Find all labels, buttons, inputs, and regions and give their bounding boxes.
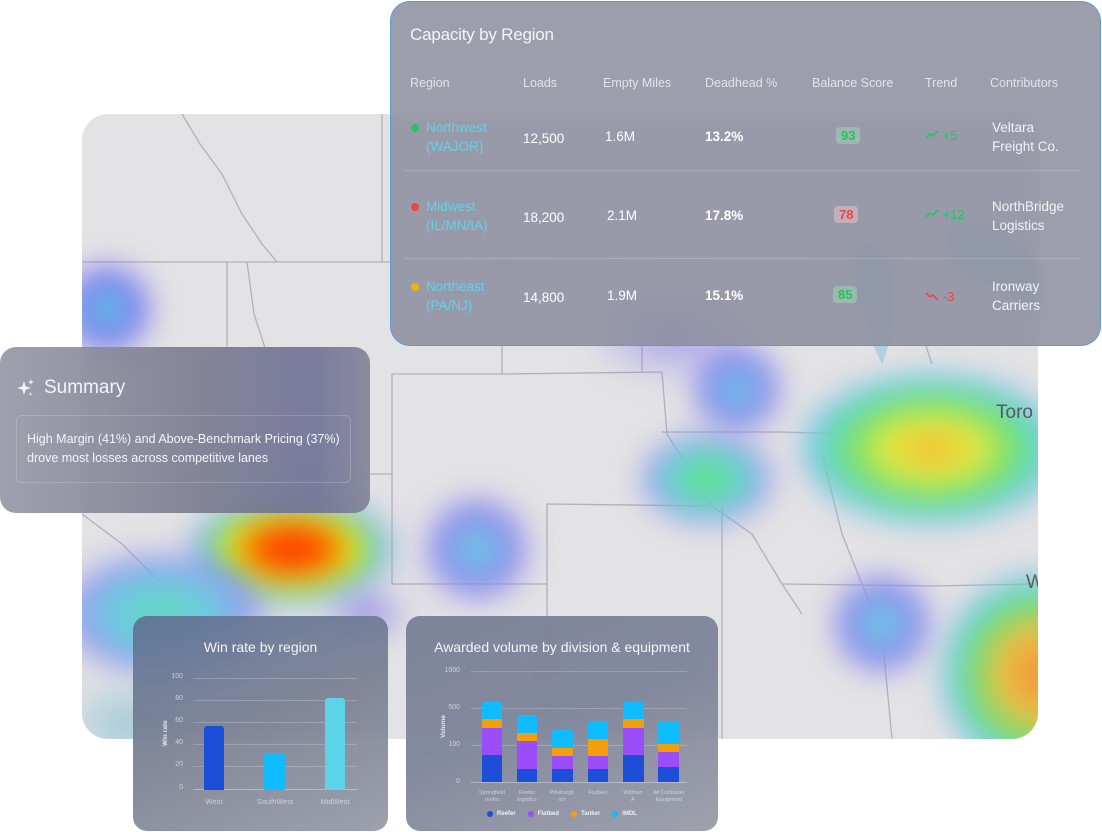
legend-item-tanker[interactable]: Tanker xyxy=(571,811,600,817)
capacity-title: Capacity by Region xyxy=(410,25,554,44)
x-label: Pittsburgh o/o xyxy=(549,790,575,803)
deadhead-value: 17.8% xyxy=(705,208,744,223)
trend-indicator: -3 xyxy=(925,289,954,304)
balance-score-badge: 93 xyxy=(836,127,861,144)
sparkle-icon xyxy=(17,379,34,396)
map-label-washington: W xyxy=(1026,572,1038,593)
deadhead-value: 15.1% xyxy=(705,288,744,303)
win-rate-chart: Win rate by region Win rate 100 80 60 40… xyxy=(133,616,388,831)
y-axis-label: Volume xyxy=(440,715,447,738)
x-label: West xyxy=(205,797,223,806)
col-deadhead[interactable]: Deadhead % xyxy=(705,76,778,90)
balance-score-badge: 78 xyxy=(834,206,859,223)
status-dot xyxy=(411,283,419,291)
x-label: SouthWest xyxy=(256,797,294,806)
contributors-value: Ironway Carriers xyxy=(992,279,1041,313)
trend-up-icon xyxy=(925,130,939,139)
x-label: Flatbed xyxy=(588,790,608,796)
trend-indicator: +5 xyxy=(925,128,957,143)
row-divider xyxy=(405,258,1080,259)
empty-miles-value: 1.9M xyxy=(607,288,638,303)
x-label: IM Container Equipment xyxy=(653,790,685,803)
empty-miles-value: 2.1M xyxy=(607,208,638,223)
x-label: Withran A xyxy=(623,790,643,803)
col-loads[interactable]: Loads xyxy=(523,76,558,90)
trend-indicator: +12 xyxy=(925,207,965,222)
col-trend[interactable]: Trend xyxy=(925,76,958,90)
col-contributors[interactable]: Contributors xyxy=(990,76,1059,90)
col-balance-score[interactable]: Balance Score xyxy=(812,76,894,90)
table-row[interactable]: Northwest (WAJOR) 12,500 1.6M 13.2% 93 +… xyxy=(391,116,1100,196)
contributors-value: Veltara Freight Co. xyxy=(992,120,1059,154)
trend-up-icon xyxy=(925,209,939,218)
empty-miles-value: 1.6M xyxy=(605,129,636,144)
col-region[interactable]: Region xyxy=(410,76,450,90)
col-empty-miles[interactable]: Empty Miles xyxy=(603,76,672,90)
trend-down-icon xyxy=(925,292,939,301)
legend-item-imdl[interactable]: IMDL xyxy=(612,811,637,817)
region-link[interactable]: Northwest (WAJOR) xyxy=(411,118,487,156)
contributors-value: NorthBridge Logistics xyxy=(992,199,1065,233)
legend-item-reefer[interactable]: Reefer xyxy=(487,811,516,817)
map-label-toronto: Toro xyxy=(996,402,1033,423)
status-dot xyxy=(411,203,419,211)
balance-score-badge: 85 xyxy=(833,286,858,303)
loads-value: 14,800 xyxy=(523,290,565,305)
bar-west[interactable] xyxy=(204,726,224,790)
summary-text: High Margin (41%) and Above-Benchmark Pr… xyxy=(16,415,351,483)
table-row[interactable]: Midwest (IL/MN/IA) 18,200 2.1M 17.8% 78 … xyxy=(391,195,1100,275)
awarded-volume-chart: Awarded volume by division & equipment V… xyxy=(406,616,718,831)
chart-title: Awarded volume by division & equipment xyxy=(434,639,690,655)
x-label: MidWest xyxy=(320,797,350,806)
table-header: Region Loads Empty Miles Deadhead % Bala… xyxy=(391,76,1100,92)
chart-title: Win rate by region xyxy=(203,639,318,655)
x-label: Reefer logistics xyxy=(517,790,537,803)
legend-item-flatbed[interactable]: Flatbed xyxy=(527,811,559,817)
loads-value: 12,500 xyxy=(523,131,565,146)
status-dot xyxy=(411,124,419,132)
summary-panel: Summary High Margin (41%) and Above-Benc… xyxy=(0,347,370,513)
row-divider xyxy=(405,170,1080,171)
chart-legend: Reefer Flatbed Tanker IMDL xyxy=(406,811,718,817)
summary-title: Summary xyxy=(44,377,126,398)
region-link[interactable]: Midwest (IL/MN/IA) xyxy=(411,197,488,235)
loads-value: 18,200 xyxy=(523,210,565,225)
region-link[interactable]: Northeast (PA/NJ) xyxy=(411,277,485,315)
deadhead-value: 13.2% xyxy=(705,129,744,144)
x-label: Springfield reefer xyxy=(479,790,505,803)
bar-midwest[interactable] xyxy=(325,698,345,790)
bar-southwest[interactable] xyxy=(264,753,285,790)
capacity-panel: Capacity by Region Region Loads Empty Mi… xyxy=(390,1,1101,346)
table-row[interactable]: Northeast (PA/NJ) 14,800 1.9M 15.1% 85 -… xyxy=(391,275,1100,355)
